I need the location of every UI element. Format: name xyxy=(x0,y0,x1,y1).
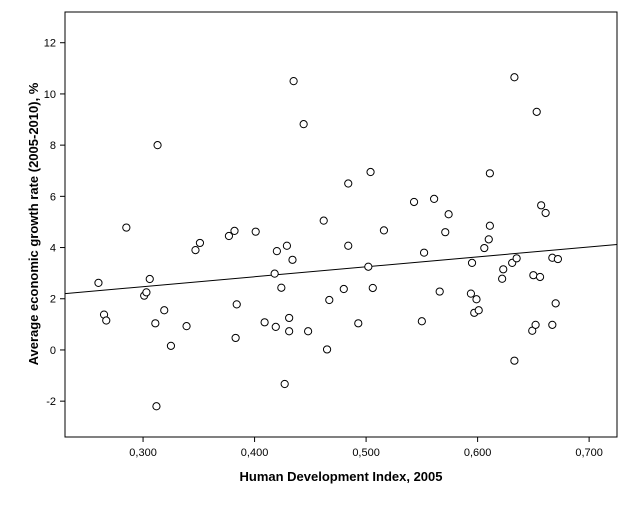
data-point xyxy=(151,319,160,328)
data-point xyxy=(251,227,260,236)
data-point xyxy=(122,223,131,232)
data-point xyxy=(364,262,373,271)
data-point xyxy=(541,208,550,218)
data-point xyxy=(510,73,519,82)
data-point xyxy=(230,226,239,236)
plot-area xyxy=(64,11,618,438)
data-point xyxy=(417,317,426,326)
data-points xyxy=(94,73,562,411)
data-point xyxy=(280,379,289,389)
data-point xyxy=(182,322,191,331)
data-point xyxy=(354,319,363,328)
data-point xyxy=(289,77,298,86)
y-tick-label: 2 xyxy=(50,294,56,306)
data-point xyxy=(466,289,476,298)
y-axis-title: Average economic growth rate (2005-2010)… xyxy=(26,82,41,365)
y-tick-label: 10 xyxy=(44,89,56,101)
data-point xyxy=(224,231,234,241)
data-point xyxy=(344,179,353,188)
y-tick-label: 8 xyxy=(50,140,56,152)
data-point xyxy=(551,299,560,308)
y-tick-label: 0 xyxy=(50,345,56,357)
data-point xyxy=(160,306,169,315)
y-tick-label: -2 xyxy=(46,396,56,408)
data-point xyxy=(430,194,439,203)
data-point xyxy=(166,341,176,350)
data-point xyxy=(467,258,477,268)
data-point xyxy=(510,356,519,365)
data-point xyxy=(285,327,294,336)
data-point xyxy=(270,269,279,278)
x-tick-label: 0,400 xyxy=(241,447,269,459)
data-point xyxy=(299,120,308,129)
data-point xyxy=(322,345,332,354)
x-tick-label: 0,700 xyxy=(575,447,603,459)
data-point xyxy=(195,238,205,248)
data-point xyxy=(285,313,294,323)
data-point xyxy=(325,295,334,305)
data-point xyxy=(435,287,444,296)
data-point xyxy=(484,235,493,244)
data-point xyxy=(368,283,377,293)
data-point xyxy=(304,327,313,336)
x-axis-title: Human Development Index, 2005 xyxy=(239,469,442,484)
data-point xyxy=(344,241,353,250)
x-axis: 0,300 0,400 0,500 0,600 0,700 xyxy=(129,437,603,459)
data-point xyxy=(444,210,453,219)
data-point xyxy=(260,318,269,327)
data-point xyxy=(191,246,200,255)
fit-line xyxy=(64,243,618,295)
data-point xyxy=(553,254,562,264)
x-tick-label: 0,600 xyxy=(464,447,492,459)
data-point xyxy=(441,228,450,237)
data-point xyxy=(152,402,161,411)
data-point xyxy=(480,243,489,253)
data-point xyxy=(532,107,541,116)
data-point xyxy=(529,271,538,280)
x-tick-label: 0,300 xyxy=(129,447,157,459)
data-point xyxy=(498,274,507,283)
data-point xyxy=(277,283,286,292)
data-point xyxy=(339,284,348,294)
y-tick-label: 6 xyxy=(50,191,56,203)
data-point xyxy=(499,265,508,274)
data-point xyxy=(153,141,162,150)
data-point xyxy=(232,300,241,309)
data-point xyxy=(474,306,483,315)
data-point xyxy=(472,295,481,304)
data-point xyxy=(379,226,389,235)
data-point xyxy=(366,167,375,177)
data-point xyxy=(409,197,419,207)
data-point xyxy=(419,248,429,257)
data-point xyxy=(271,322,280,332)
data-point xyxy=(272,247,281,256)
data-point xyxy=(535,272,545,282)
data-point xyxy=(319,216,328,225)
data-point xyxy=(531,320,540,329)
x-tick-label: 0,500 xyxy=(352,447,380,459)
data-point xyxy=(142,288,151,297)
data-point xyxy=(512,254,521,263)
data-point xyxy=(94,278,103,287)
data-point xyxy=(548,320,557,329)
data-point xyxy=(537,201,546,210)
data-point xyxy=(231,333,240,343)
data-point xyxy=(485,221,494,230)
data-point xyxy=(485,169,494,178)
y-axis: -2 0 2 4 6 8 10 12 xyxy=(44,38,65,408)
y-tick-label: 12 xyxy=(44,38,56,50)
data-point xyxy=(145,274,154,284)
data-point xyxy=(288,255,297,264)
data-point xyxy=(282,241,292,250)
data-point xyxy=(102,316,111,325)
y-tick-label: 4 xyxy=(50,243,56,255)
